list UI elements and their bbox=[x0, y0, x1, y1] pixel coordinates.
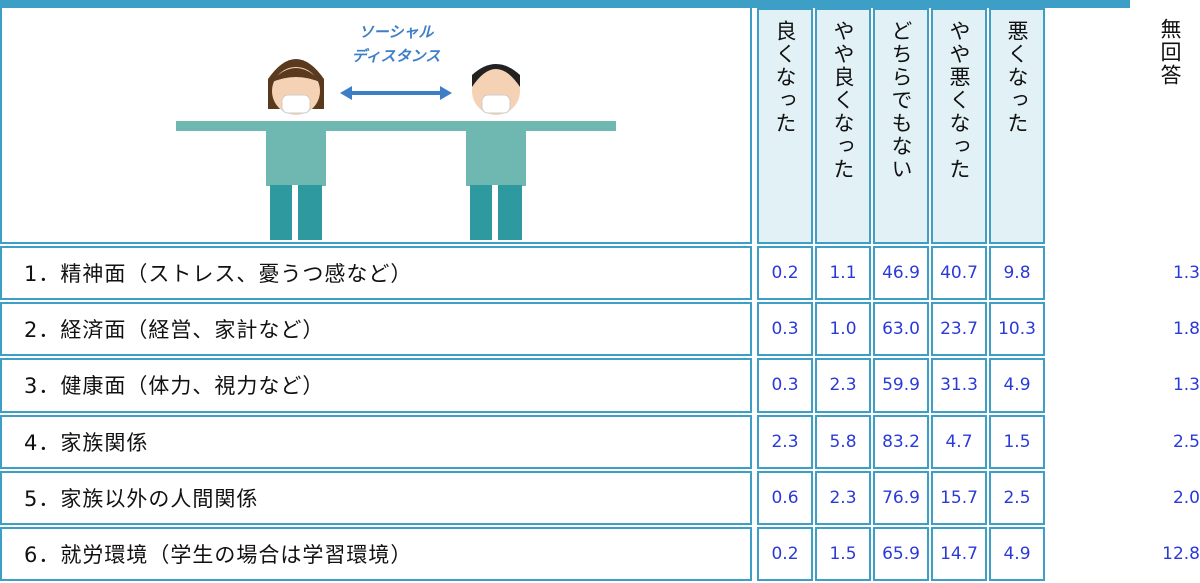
value-cell: 2.0 bbox=[1172, 487, 1200, 508]
column-header: 悪くなった bbox=[989, 8, 1045, 244]
illustration: ソーシャル ディスタンス bbox=[176, 23, 616, 240]
value-cell: 2.3 bbox=[815, 358, 871, 413]
column-header: やや良くなった bbox=[815, 8, 871, 244]
illustration-cell: ソーシャル ディスタンス bbox=[0, 8, 752, 244]
person-left bbox=[176, 59, 416, 240]
value-cell: 4.9 bbox=[989, 358, 1045, 413]
value-cell: 23.7 bbox=[931, 302, 987, 357]
value-cell: 0.2 bbox=[757, 246, 813, 301]
column-header-text: やや悪くなった bbox=[947, 20, 971, 181]
caption-line: ディスタンス bbox=[352, 47, 441, 65]
value-cell: 9.8 bbox=[989, 246, 1045, 301]
value-cell: 15.7 bbox=[931, 470, 987, 525]
value-cell: 0.6 bbox=[757, 470, 813, 525]
value-cell: 76.9 bbox=[873, 470, 929, 525]
column-header-text: やや良くなった bbox=[831, 20, 855, 181]
column-header-text: 無回答 bbox=[1158, 18, 1182, 87]
top-bar bbox=[0, 0, 1130, 8]
value-cell: 12.8 bbox=[1162, 544, 1200, 565]
value-cell: 65.9 bbox=[873, 527, 929, 582]
column-header: やや悪くなった bbox=[931, 8, 987, 244]
value-cell: 4.9 bbox=[989, 527, 1045, 582]
column-header: 良くなった bbox=[757, 8, 813, 244]
value-cell: 0.2 bbox=[757, 527, 813, 582]
value-cell: 2.3 bbox=[815, 470, 871, 525]
column-header: どちらでもない bbox=[873, 8, 929, 244]
row-label: 3．健康面（体力、視力など） bbox=[0, 358, 752, 413]
value-cell: 83.2 bbox=[873, 414, 929, 469]
value-cell: 1.3 bbox=[1172, 263, 1200, 284]
value-cell: 2.5 bbox=[1172, 431, 1200, 452]
value-cell: 0.3 bbox=[757, 358, 813, 413]
value-cell: 63.0 bbox=[873, 302, 929, 357]
value-cell: 31.3 bbox=[931, 358, 987, 413]
value-cell: 14.7 bbox=[931, 527, 987, 582]
value-cell: 1.3 bbox=[1172, 375, 1200, 396]
arrow-heads bbox=[340, 86, 452, 100]
value-cell: 46.9 bbox=[873, 246, 929, 301]
value-cell: 4.7 bbox=[931, 414, 987, 469]
value-cell: 2.5 bbox=[989, 470, 1045, 525]
value-cell: 10.3 bbox=[989, 302, 1045, 357]
column-header-text: どちらでもない bbox=[889, 20, 913, 181]
value-cell: 40.7 bbox=[931, 246, 987, 301]
row-label: 1．精神面（ストレス、憂うつ感など） bbox=[0, 246, 752, 301]
row-label: 4．家族関係 bbox=[0, 414, 752, 469]
column-header: 無回答 bbox=[1140, 8, 1200, 244]
value-cell: 59.9 bbox=[873, 358, 929, 413]
row-label: 2．経済面（経営、家計など） bbox=[0, 302, 752, 357]
column-header-text: 悪くなった bbox=[1005, 20, 1029, 135]
value-cell: 1.8 bbox=[1172, 319, 1200, 340]
value-cell: 0.3 bbox=[757, 302, 813, 357]
person-right bbox=[376, 64, 616, 240]
value-cell: 1.0 bbox=[815, 302, 871, 357]
value-cell: 5.8 bbox=[815, 414, 871, 469]
row-label: 6．就労環境（学生の場合は学習環境） bbox=[0, 527, 752, 582]
value-cell: 1.1 bbox=[815, 246, 871, 301]
value-cell: 1.5 bbox=[989, 414, 1045, 469]
value-cell: 2.3 bbox=[757, 414, 813, 469]
value-cell: 1.5 bbox=[815, 527, 871, 582]
row-label: 5．家族以外の人間関係 bbox=[0, 470, 752, 525]
caption-line: ソーシャル bbox=[359, 23, 435, 41]
column-header-text: 良くなった bbox=[773, 20, 797, 135]
